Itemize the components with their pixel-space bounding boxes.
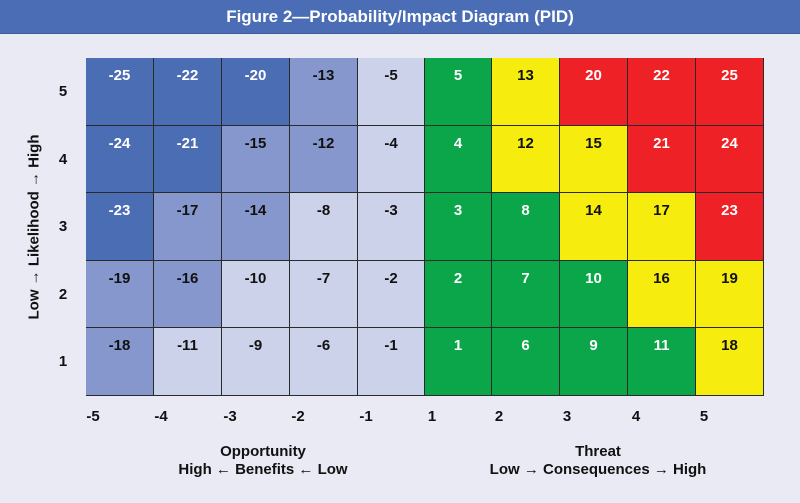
pid-cell: 21 — [628, 126, 696, 193]
pid-cell: 3 — [425, 193, 492, 261]
pid-cell: -21 — [154, 126, 222, 193]
x-tick-label: 2 — [494, 408, 504, 425]
threat-title: Threat — [575, 443, 621, 460]
figure-title: Figure 2—Probability/Impact Diagram (PID… — [226, 7, 574, 26]
pid-cell: -17 — [154, 193, 222, 261]
pid-cell: 5 — [425, 58, 492, 126]
x-tick-label: -4 — [154, 408, 168, 425]
pid-cell: -9 — [222, 328, 290, 396]
pid-cell: -24 — [86, 126, 154, 193]
pid-cell: -11 — [154, 328, 222, 396]
pid-cell: -12 — [290, 126, 358, 193]
pid-cell: 1 — [425, 328, 492, 396]
pid-cell: -4 — [358, 126, 425, 193]
y-tick-label: 4 — [58, 150, 68, 168]
x-tick-label: 4 — [631, 408, 641, 425]
x-tick-label: -5 — [86, 408, 100, 425]
y-tick-label: 1 — [58, 353, 68, 370]
pid-cell: -8 — [290, 193, 358, 261]
y-axis-title: Low → Likelihood → High — [25, 134, 43, 320]
pid-cell: 18 — [696, 328, 764, 396]
pid-cell: -20 — [222, 58, 290, 126]
threat-caption: Threat Low → Consequences → High — [490, 443, 707, 479]
y-tick-label: 5 — [58, 83, 68, 100]
pid-cell: -5 — [358, 58, 425, 126]
pid-cell: 6 — [492, 328, 560, 396]
pid-cell: -22 — [154, 58, 222, 126]
pid-cell: 15 — [560, 126, 628, 193]
x-tick-label: -2 — [291, 408, 305, 425]
pid-grid: -25 -22 -20 -13 -5 5 13 20 22 25 -24 -21 -15 -12 -4 4 12… — [86, 58, 764, 396]
pid-cell: -25 — [86, 58, 154, 126]
pid-cell: 20 — [560, 58, 628, 126]
pid-cell: -15 — [222, 126, 290, 193]
pid-cell: -19 — [86, 261, 154, 328]
opportunity-scale: High ← Benefits ← Low — [178, 461, 348, 478]
pid-cell: 22 — [628, 58, 696, 126]
pid-cell: -13 — [290, 58, 358, 126]
pid-cell: -10 — [222, 261, 290, 328]
figure-banner: Figure 2—Probability/Impact Diagram (PID… — [0, 0, 800, 34]
pid-cell: 2 — [425, 261, 492, 328]
threat-scale: Low → Consequences → High — [489, 461, 707, 478]
pid-cell: 8 — [492, 193, 560, 261]
x-tick-label: 5 — [699, 408, 709, 425]
x-tick-label: 3 — [562, 408, 572, 425]
pid-cell: 19 — [696, 261, 764, 328]
pid-cell: -18 — [86, 328, 154, 396]
pid-cell: -6 — [290, 328, 358, 396]
y-tick-label: 3 — [58, 218, 68, 235]
pid-cell: 7 — [492, 261, 560, 328]
pid-cell: -3 — [358, 193, 425, 261]
pid-cell: 4 — [425, 126, 492, 193]
pid-cell: -1 — [358, 328, 425, 396]
pid-cell: -7 — [290, 261, 358, 328]
pid-cell: 12 — [492, 126, 560, 193]
pid-cell: 14 — [560, 193, 628, 261]
pid-cell: 23 — [696, 193, 764, 261]
pid-cell: 24 — [696, 126, 764, 193]
pid-cell: -23 — [86, 193, 154, 261]
x-tick-label: -3 — [223, 408, 237, 425]
pid-cell: -16 — [154, 261, 222, 328]
pid-cell: 16 — [628, 261, 696, 328]
pid-cell: 11 — [628, 328, 696, 396]
pid-cell: -2 — [358, 261, 425, 328]
x-tick-label: 1 — [427, 408, 437, 425]
pid-cell: 17 — [628, 193, 696, 261]
y-tick-label: 2 — [58, 285, 68, 303]
opportunity-title: Opportunity — [220, 443, 306, 460]
pid-cell: 10 — [560, 261, 628, 328]
pid-cell: -14 — [222, 193, 290, 261]
pid-cell: 25 — [696, 58, 764, 126]
opportunity-caption: Opportunity High ← Benefits ← Low — [178, 443, 347, 479]
x-tick-label: -1 — [359, 408, 373, 425]
pid-cell: 9 — [560, 328, 628, 396]
pid-cell: 13 — [492, 58, 560, 126]
